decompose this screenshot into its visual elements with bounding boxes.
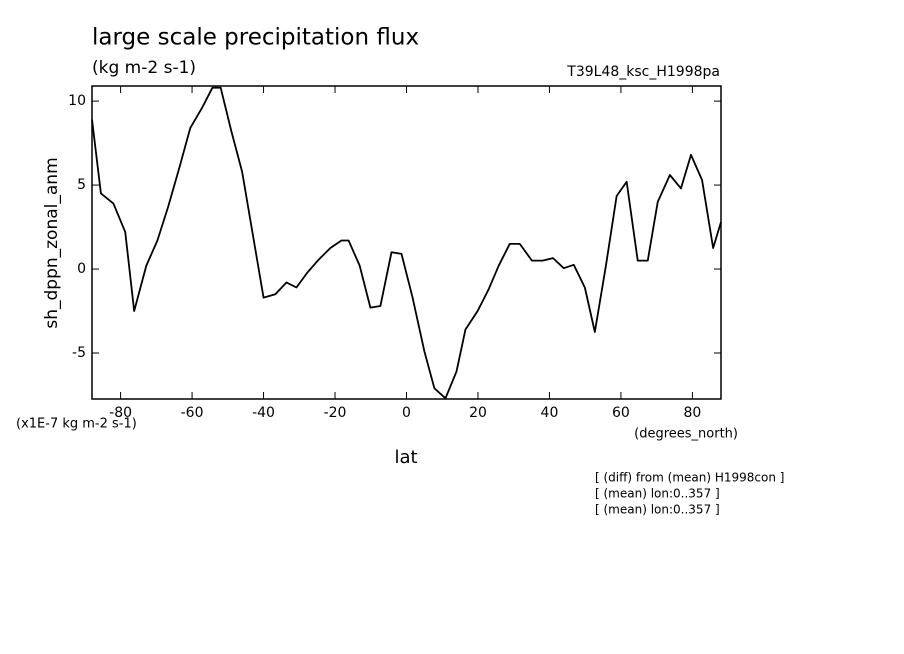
chart-subtitle: (kg m-2 s-1) [92,58,196,78]
chart-title: large scale precipitation flux [92,25,419,51]
data-line [91,86,722,400]
y-tick-label: -5 [72,345,86,361]
x-tick-label: -80 [109,405,132,421]
y-axis-label: sh_dppn_zonal_anm [42,157,62,328]
y-tick-label: 0 [77,261,86,277]
y-tick-label: 10 [68,93,86,109]
x-units: (degrees_north) [634,427,738,442]
x-tick-label: 20 [469,405,487,421]
experiment-label: T39L48_ksc_H1998pa [566,64,720,80]
x-tick-label: 80 [683,405,701,421]
note: [ (diff) from (mean) H1998con ] [595,471,784,485]
y-units: (x1E-7 kg m-2 s-1) [16,417,137,432]
x-tick-label: 60 [612,405,630,421]
y-tick-label: 5 [77,177,86,193]
x-tick-label: -40 [252,405,275,421]
x-tick-label: -20 [324,405,347,421]
x-tick-label: 0 [402,405,411,421]
x-tick-label: -60 [181,405,204,421]
x-axis-label: lat [394,447,417,468]
x-tick-label: 40 [541,405,559,421]
note: [ (mean) lon:0..357 ] [595,487,720,501]
note: [ (mean) lon:0..357 ] [595,503,720,517]
